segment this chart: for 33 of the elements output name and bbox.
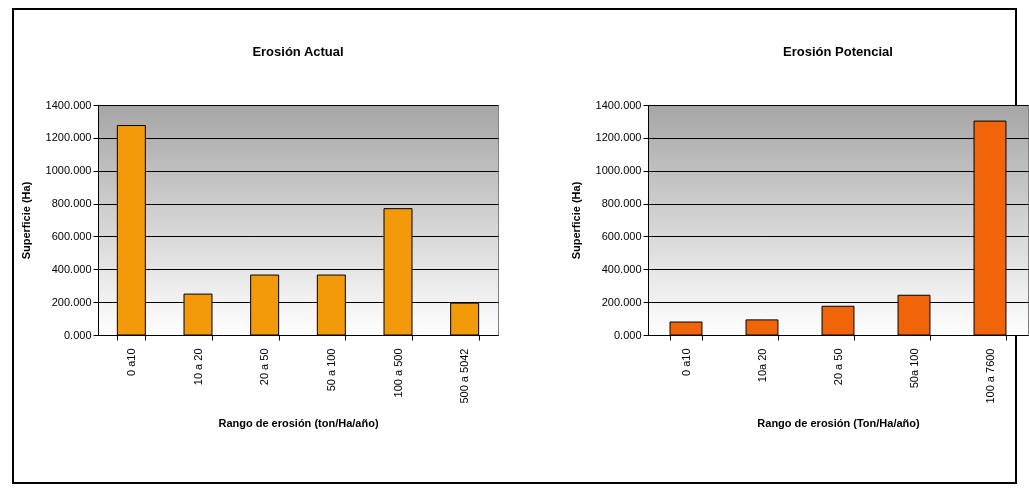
y-tick-label: 1000.000 — [595, 164, 642, 177]
x-axis-title: Rango de erosión (ton/Ha/año) — [218, 416, 379, 429]
x-tick-label: 50 a 100 — [324, 348, 337, 392]
y-tick-label: 0.000 — [613, 328, 642, 341]
y-tick-label: 400.000 — [51, 262, 92, 275]
x-tick-label: 20 a 50 — [258, 348, 271, 386]
x-tick-label: 500 a 5042 — [458, 348, 471, 404]
x-tick-label: 0 a10 — [679, 348, 692, 377]
x-tick-label: 100 a 500 — [391, 348, 404, 398]
x-tick-label: 10 a 20 — [191, 348, 204, 386]
y-tick-label: 1400.000 — [45, 98, 92, 111]
y-axis-title: Superficie (Ha) — [569, 181, 582, 260]
y-tick-label: 200.000 — [51, 295, 92, 308]
x-axis-title: Rango de erosión (Ton/Ha/año) — [757, 416, 921, 429]
y-tick-label: 1000.000 — [45, 164, 92, 177]
x-tick-label: 0 a10 — [124, 348, 137, 377]
y-tick-label: 1200.000 — [45, 131, 92, 144]
y-tick-label: 1200.000 — [595, 131, 642, 144]
y-axis-title: Superficie (Ha) — [19, 181, 32, 260]
chart-title: Erosión Actual — [252, 44, 344, 59]
y-tick-label: 600.000 — [51, 229, 92, 242]
y-tick-label: 1400.000 — [595, 98, 642, 111]
y-tick-label: 600.000 — [601, 229, 642, 242]
x-tick-label: 10a 20 — [755, 348, 768, 383]
y-tick-label: 800.000 — [601, 197, 642, 210]
y-tick-label: 400.000 — [601, 262, 642, 275]
y-tick-label: 200.000 — [601, 295, 642, 308]
y-tick-label: 800.000 — [51, 197, 92, 210]
chart-title: Erosión Potencial — [783, 44, 893, 59]
x-tick-label: 20 a 50 — [831, 348, 844, 386]
x-tick-label: 50a 100 — [907, 348, 920, 389]
x-tick-label: 100 a 7600 — [983, 348, 996, 404]
y-tick-label: 0.000 — [63, 328, 92, 341]
